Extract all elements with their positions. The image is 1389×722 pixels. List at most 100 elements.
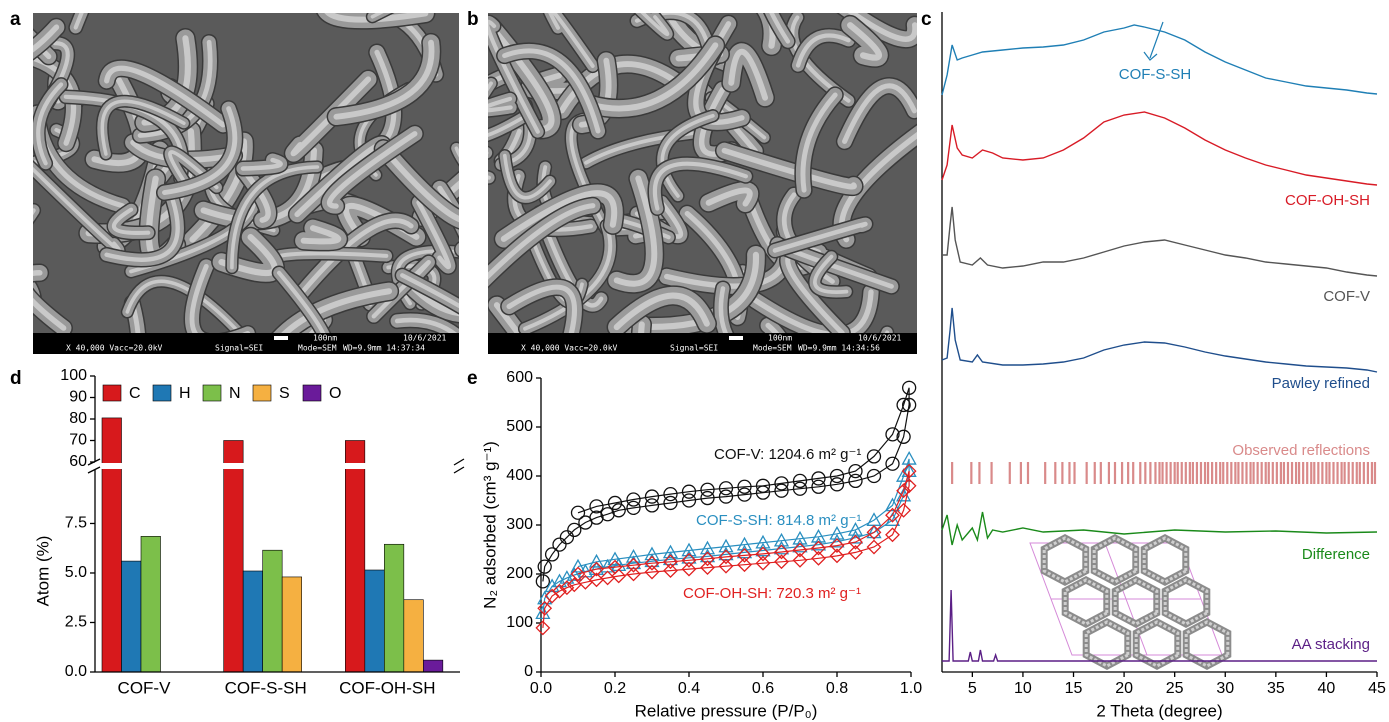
data-point: [792, 473, 808, 489]
nanotube: [769, 13, 791, 44]
pattern-line: [941, 24, 1378, 96]
pattern-line: [941, 511, 1378, 546]
scale-bar: [729, 336, 743, 340]
data-point: [811, 471, 826, 486]
x-tick-label: COF-OH-SH: [339, 678, 435, 697]
data-point: [896, 397, 911, 413]
nanotube: [502, 153, 552, 200]
data-point: [737, 487, 752, 502]
data-point: [829, 538, 845, 553]
data-point: [700, 560, 715, 576]
nanotube: [506, 284, 578, 333]
x-axis-label: 2 Theta (degree): [1096, 701, 1222, 720]
legend-label: N: [229, 385, 241, 402]
nanotube: [162, 106, 238, 196]
x-tick-label: COF-S-SH: [225, 678, 307, 697]
sem-info-bar: [33, 333, 459, 354]
panel-label: c: [921, 9, 932, 30]
series-annotation: COF-V: 1204.6 m² g⁻¹: [714, 446, 861, 463]
data-point: [589, 510, 604, 525]
legend-swatch: [302, 384, 322, 402]
pattern-line: [942, 206, 1378, 277]
nanotube: [36, 82, 64, 166]
data-point: [663, 563, 678, 578]
nanotube: [488, 96, 513, 113]
data-point: [737, 479, 752, 494]
nanotube: [795, 33, 851, 68]
data-point: [681, 561, 697, 577]
framework-ring: [1063, 578, 1109, 626]
label-arrow: [1143, 21, 1164, 61]
data-point: [811, 550, 826, 566]
legend-swatch: [252, 384, 272, 402]
nanotube: [588, 42, 719, 112]
data-point: [811, 540, 826, 556]
x-tick-label: COF-V: [118, 678, 172, 697]
scale-bar-label: 100nm: [313, 334, 337, 343]
nanotube: [613, 175, 658, 287]
sem-date: 10/6/2021: [858, 334, 902, 343]
sem-signal: Signal=SEI: [215, 344, 263, 353]
x-tick-label: 1.0: [900, 680, 922, 697]
bar: [281, 576, 302, 673]
data-point: [896, 429, 911, 444]
nanotube: [33, 166, 121, 252]
bar: [423, 659, 444, 673]
x-axis-label: Relative pressure (P/P₀): [635, 701, 818, 720]
data-point: [544, 547, 560, 562]
nanotube: [394, 317, 458, 333]
data-point: [644, 546, 660, 561]
y-tick-label: 70: [69, 432, 87, 449]
data-point: [902, 397, 917, 413]
legend-swatch: [152, 384, 172, 402]
nanotube: [33, 287, 37, 310]
data-point: [626, 492, 641, 507]
y-axis-label: Atom (%): [33, 536, 52, 607]
nanotube: [33, 279, 41, 314]
legend-label: O: [329, 385, 341, 402]
nanotube: [299, 218, 414, 295]
y-tick-label: 100: [506, 614, 533, 631]
nanotube: [324, 13, 429, 23]
break-mark: [453, 458, 465, 474]
nanotube: [240, 157, 283, 171]
data-point: [755, 546, 771, 562]
data-point: [792, 481, 808, 496]
x-tick-label: 0.4: [678, 680, 700, 697]
data-point: [866, 524, 882, 540]
nanotube: [705, 187, 753, 207]
sem-magnification: X 40,000 Vacc=20.0kV: [66, 344, 163, 353]
data-point: [848, 534, 863, 550]
data-point: [755, 555, 771, 571]
legend-swatch: [202, 384, 222, 402]
x-tick-label: 15: [1065, 680, 1083, 697]
y-tick-label: 90: [69, 389, 87, 406]
y-tick-label: 0.0: [65, 663, 87, 680]
nanotube: [290, 76, 372, 157]
sem-texture: [33, 13, 459, 333]
data-point: [699, 540, 716, 555]
data-point: [885, 427, 900, 442]
data-point: [663, 554, 678, 570]
data-point: [829, 477, 845, 492]
nanotube: [502, 48, 601, 134]
nanotube: [416, 200, 452, 270]
data-point: [718, 481, 734, 496]
nanotube: [764, 13, 776, 49]
nanotube: [333, 39, 435, 120]
nanotube: [813, 254, 849, 294]
nanotube: [640, 13, 670, 36]
framework-ring: [1163, 578, 1209, 626]
x-tick-label: 0.2: [604, 680, 626, 697]
data-point: [884, 512, 901, 526]
nanotube: [104, 65, 226, 128]
nanotube: [493, 302, 522, 333]
framework-ring: [1113, 578, 1159, 626]
data-point: [625, 549, 642, 563]
data-point: [663, 486, 678, 502]
y-tick-label: 600: [506, 369, 533, 386]
nanotube: [33, 204, 40, 222]
nanotube: [380, 146, 459, 223]
data-point: [567, 522, 582, 538]
